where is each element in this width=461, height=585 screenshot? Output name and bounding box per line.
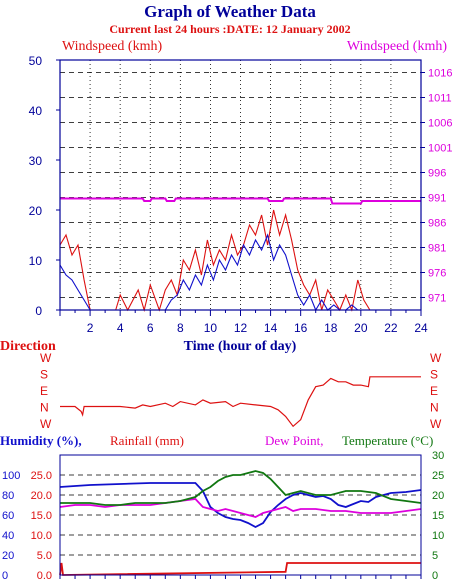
left-tick-label: 10 [29, 254, 43, 268]
direction-right-tick-label: W [430, 351, 442, 365]
left-tick-label: 50 [29, 54, 43, 68]
direction-left-tick-label: E [40, 384, 48, 398]
direction-right-tick-label: N [430, 401, 439, 415]
right-tick-label: 1001 [428, 143, 452, 155]
rainfall-tick-label: 15.0 [31, 510, 52, 522]
temperature-tick-label: 20 [432, 490, 444, 502]
humidity-temperature-panel: Humidity (%), Rainfall (mm) Dew Point, Temp… [0, 433, 444, 582]
humidity-tick-label: 20 [2, 550, 14, 562]
wind-series-blue [59, 233, 364, 312]
x-tick-label: 12 [234, 321, 248, 335]
humidity-series [59, 482, 422, 529]
temperature-label: Temperature (°C) [342, 433, 433, 448]
direction-left-tick-label: W [40, 351, 52, 365]
left-tick-label: 30 [29, 154, 43, 168]
humidity-tick-label: 0 [2, 570, 8, 582]
x-tick-label: 4 [117, 321, 124, 335]
chart-title: Graph of Weather Data [144, 2, 316, 21]
rainfall-tick-label: 0.0 [37, 570, 52, 582]
rainfall-series [59, 562, 421, 576]
x-tick-label: 20 [354, 321, 368, 335]
temperature-tick-label: 10 [432, 530, 444, 542]
rainfall-tick-label: 25.0 [31, 470, 52, 482]
direction-right-tick-label: E [430, 384, 438, 398]
x-axis-label: Time (hour of day) [184, 339, 297, 354]
humidity-tick-label: 40 [2, 530, 14, 542]
x-tick-label: 16 [294, 321, 308, 335]
rainfall-tick-label: 20.0 [31, 490, 52, 502]
windspeed-panel: Windspeed (kmh) Windspeed (kmh) 971 976 981 9… [29, 39, 453, 354]
humidity-label: Humidity (%), [0, 433, 82, 448]
right-tick-label: 991 [428, 193, 446, 205]
temperature-tick-label: 5 [432, 550, 438, 562]
right-tick-label: 1006 [428, 118, 452, 130]
temperature-tick-label: 15 [432, 510, 444, 522]
rainfall-label: Rainfall (mm) [110, 433, 184, 448]
dewpoint-label: Dew Point, [265, 433, 324, 448]
x-tick-label: 18 [324, 321, 338, 335]
humidity-tick-label: 100 [2, 470, 20, 482]
right-tick-label: 971 [428, 293, 446, 305]
left-tick-label: 20 [29, 204, 43, 218]
x-tick-label: 24 [414, 321, 428, 335]
left-axis-label: Windspeed (kmh) [62, 39, 162, 54]
right-tick-label: 986 [428, 218, 446, 230]
temperature-tick-label: 30 [432, 450, 444, 462]
right-axis-label: Windspeed (kmh) [347, 39, 447, 54]
temperature-tick-label: 25 [432, 470, 444, 482]
rainfall-tick-label: 10.0 [31, 530, 52, 542]
right-tick-label: 981 [428, 243, 446, 255]
x-tick-label: 8 [177, 321, 184, 335]
direction-right-tick-label: W [430, 417, 442, 431]
right-tick-label: 1011 [428, 93, 452, 105]
direction-left-tick-label: S [40, 368, 48, 382]
direction-left-tick-label: N [40, 401, 49, 415]
wind-series-magenta [60, 197, 421, 205]
x-tick-label: 2 [87, 321, 94, 335]
direction-series [60, 376, 421, 428]
left-tick-label: 0 [35, 304, 42, 318]
right-tick-label: 996 [428, 168, 446, 180]
wind-series-red [59, 209, 371, 313]
left-tick-label: 40 [29, 104, 43, 118]
direction-left-tick-label: W [40, 417, 52, 431]
rainfall-tick-label: 5.0 [37, 550, 52, 562]
right-tick-label: 1016 [428, 68, 452, 80]
x-tick-label: 14 [264, 321, 278, 335]
plot-frame [59, 454, 422, 576]
humidity-tick-label: 80 [2, 490, 14, 502]
x-tick-label: 6 [147, 321, 154, 335]
direction-right-tick-label: S [430, 368, 438, 382]
temperature-tick-label: 0 [432, 570, 438, 582]
x-tick-label: 10 [204, 321, 218, 335]
direction-label: Direction [0, 339, 56, 354]
x-tick-label: 22 [384, 321, 398, 335]
temperature-series [60, 470, 422, 506]
right-tick-label: 976 [428, 268, 446, 280]
dewpoint-series [59, 498, 422, 518]
chart-subtitle: Current last 24 hours :DATE: 12 January … [109, 22, 350, 36]
humidity-tick-label: 60 [2, 510, 14, 522]
